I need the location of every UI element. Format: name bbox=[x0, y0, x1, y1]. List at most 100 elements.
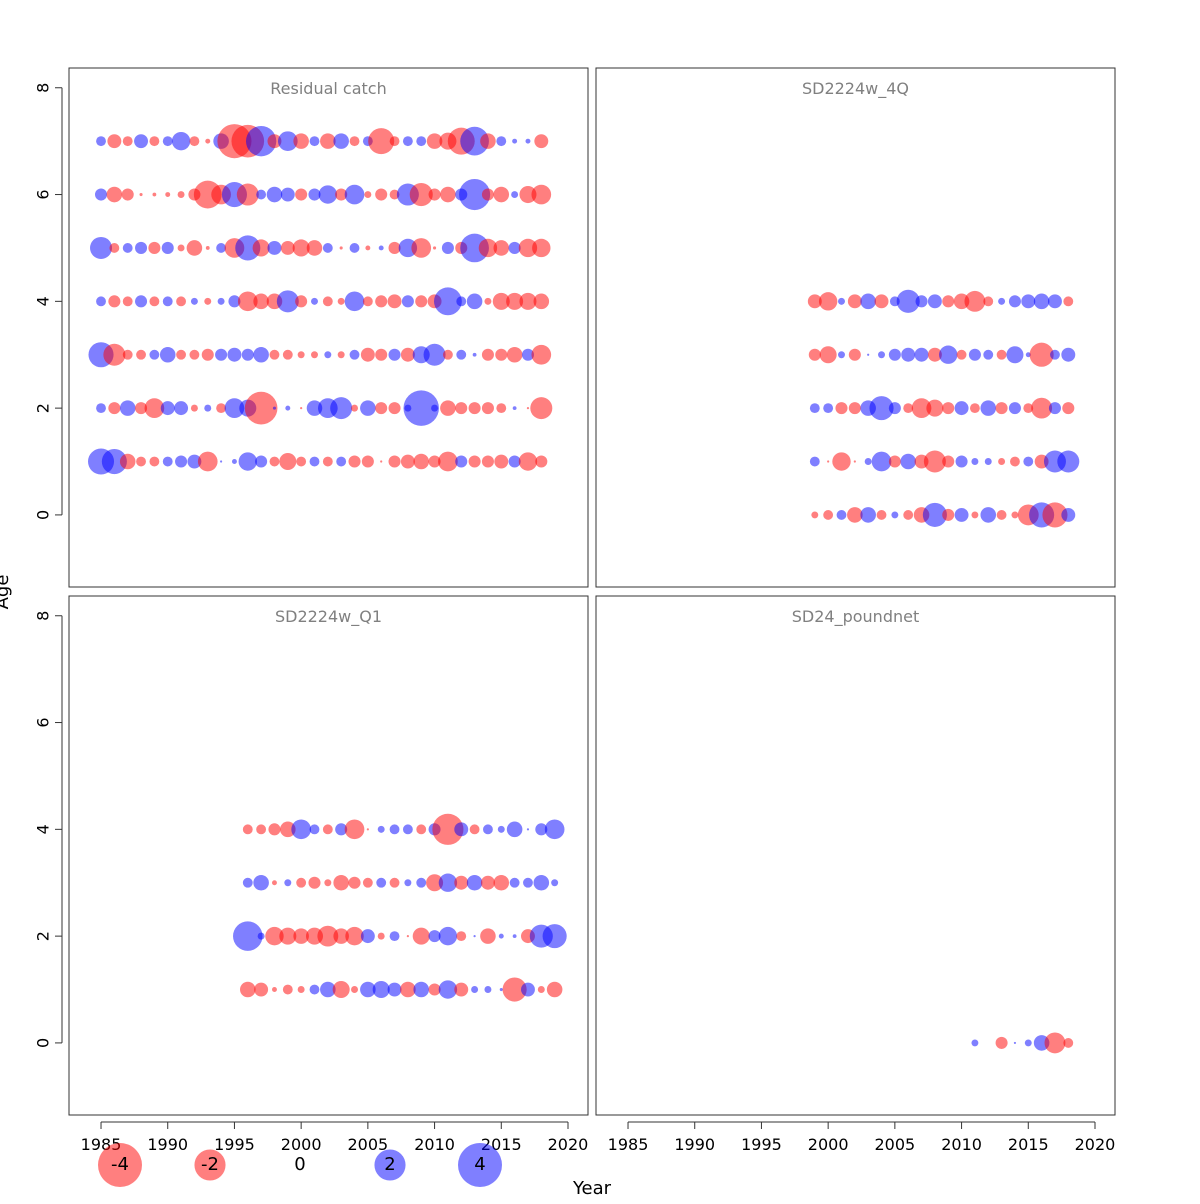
bubble bbox=[293, 133, 309, 149]
bubble bbox=[1006, 346, 1024, 364]
bubble bbox=[493, 874, 510, 891]
bubble bbox=[847, 294, 862, 309]
bubble bbox=[360, 981, 376, 998]
legend-label: 4 bbox=[474, 1154, 485, 1175]
bubble bbox=[330, 397, 353, 420]
bubble bbox=[460, 233, 489, 263]
bubble bbox=[228, 295, 241, 308]
bubble bbox=[240, 981, 256, 998]
panel-title: SD24_poundnet bbox=[792, 607, 919, 627]
bubble bbox=[456, 931, 467, 942]
bubble bbox=[285, 405, 291, 411]
bubble bbox=[531, 184, 552, 205]
bubble bbox=[344, 291, 365, 312]
bubble bbox=[308, 876, 321, 889]
bubble bbox=[1029, 342, 1054, 367]
bubble bbox=[267, 134, 282, 149]
bubble bbox=[544, 819, 565, 840]
bubble bbox=[372, 981, 390, 999]
y-axis-label: Age bbox=[0, 575, 13, 610]
bubble bbox=[1048, 402, 1061, 415]
bubble bbox=[227, 347, 242, 362]
bubble bbox=[492, 292, 510, 310]
bubble bbox=[375, 188, 388, 201]
bubble bbox=[152, 192, 157, 197]
bubble bbox=[337, 297, 345, 305]
bubble bbox=[159, 346, 176, 363]
bubble bbox=[1011, 511, 1019, 519]
bubble bbox=[253, 293, 269, 310]
x-tick-label: 2010 bbox=[941, 1135, 982, 1154]
bubble bbox=[122, 296, 133, 307]
legend-label: -4 bbox=[111, 1154, 129, 1175]
x-tick-label: 1990 bbox=[147, 1135, 188, 1154]
bubble bbox=[1061, 507, 1076, 522]
bubble bbox=[508, 455, 521, 468]
bubble bbox=[401, 295, 414, 308]
bubble bbox=[901, 347, 916, 362]
bubble bbox=[282, 349, 293, 360]
bubble bbox=[176, 296, 186, 307]
bubble bbox=[282, 984, 293, 995]
bubble bbox=[109, 243, 120, 253]
bubble bbox=[411, 238, 432, 258]
bubble bbox=[519, 292, 537, 310]
bubble bbox=[190, 297, 198, 305]
bubble bbox=[496, 136, 507, 147]
bubble bbox=[807, 294, 822, 309]
bubble bbox=[161, 241, 174, 254]
bubble bbox=[939, 345, 958, 364]
bubble bbox=[998, 458, 1006, 466]
bubble bbox=[236, 183, 259, 206]
legend-bubble bbox=[374, 1149, 406, 1181]
bubble bbox=[101, 448, 127, 475]
bubble bbox=[122, 243, 133, 253]
bubble bbox=[864, 458, 872, 466]
bubble bbox=[819, 346, 837, 364]
bubble bbox=[365, 245, 371, 251]
bubble bbox=[242, 877, 253, 888]
x-tick-label: 1990 bbox=[674, 1135, 715, 1154]
bubble bbox=[1033, 293, 1050, 310]
bubble bbox=[468, 455, 481, 468]
bubble bbox=[254, 982, 269, 997]
bubble bbox=[162, 296, 173, 307]
bubble bbox=[1023, 456, 1034, 467]
bubble bbox=[322, 296, 333, 307]
bubble bbox=[853, 460, 856, 463]
bubble bbox=[344, 819, 365, 840]
bubble bbox=[496, 403, 507, 414]
bubble bbox=[1048, 294, 1062, 309]
bubble bbox=[466, 874, 483, 891]
bubble bbox=[322, 824, 333, 835]
bubble bbox=[438, 926, 458, 946]
bubble bbox=[502, 977, 527, 1002]
bubble bbox=[416, 824, 427, 835]
bubble bbox=[847, 507, 863, 523]
bubble bbox=[400, 454, 415, 469]
bubble bbox=[996, 349, 1007, 360]
bubble bbox=[162, 136, 173, 147]
bubble bbox=[177, 244, 185, 252]
bubble bbox=[483, 824, 493, 835]
bubble bbox=[295, 188, 308, 201]
y-tick-label: 4 bbox=[34, 296, 53, 306]
legend-bubble bbox=[458, 1143, 502, 1187]
bubble bbox=[217, 297, 225, 305]
bubble bbox=[471, 986, 479, 994]
bubble bbox=[518, 452, 538, 471]
bubble bbox=[481, 188, 494, 201]
bubble bbox=[506, 346, 523, 363]
bubble bbox=[469, 824, 480, 835]
bubble bbox=[415, 295, 428, 308]
bubble bbox=[216, 403, 227, 414]
bubble bbox=[377, 825, 385, 833]
bubble bbox=[300, 407, 303, 410]
bubble bbox=[322, 243, 333, 253]
bubble bbox=[244, 391, 278, 425]
bubble bbox=[426, 874, 444, 892]
bubble bbox=[996, 509, 1007, 520]
bubble bbox=[337, 351, 345, 359]
bubble bbox=[531, 344, 552, 365]
